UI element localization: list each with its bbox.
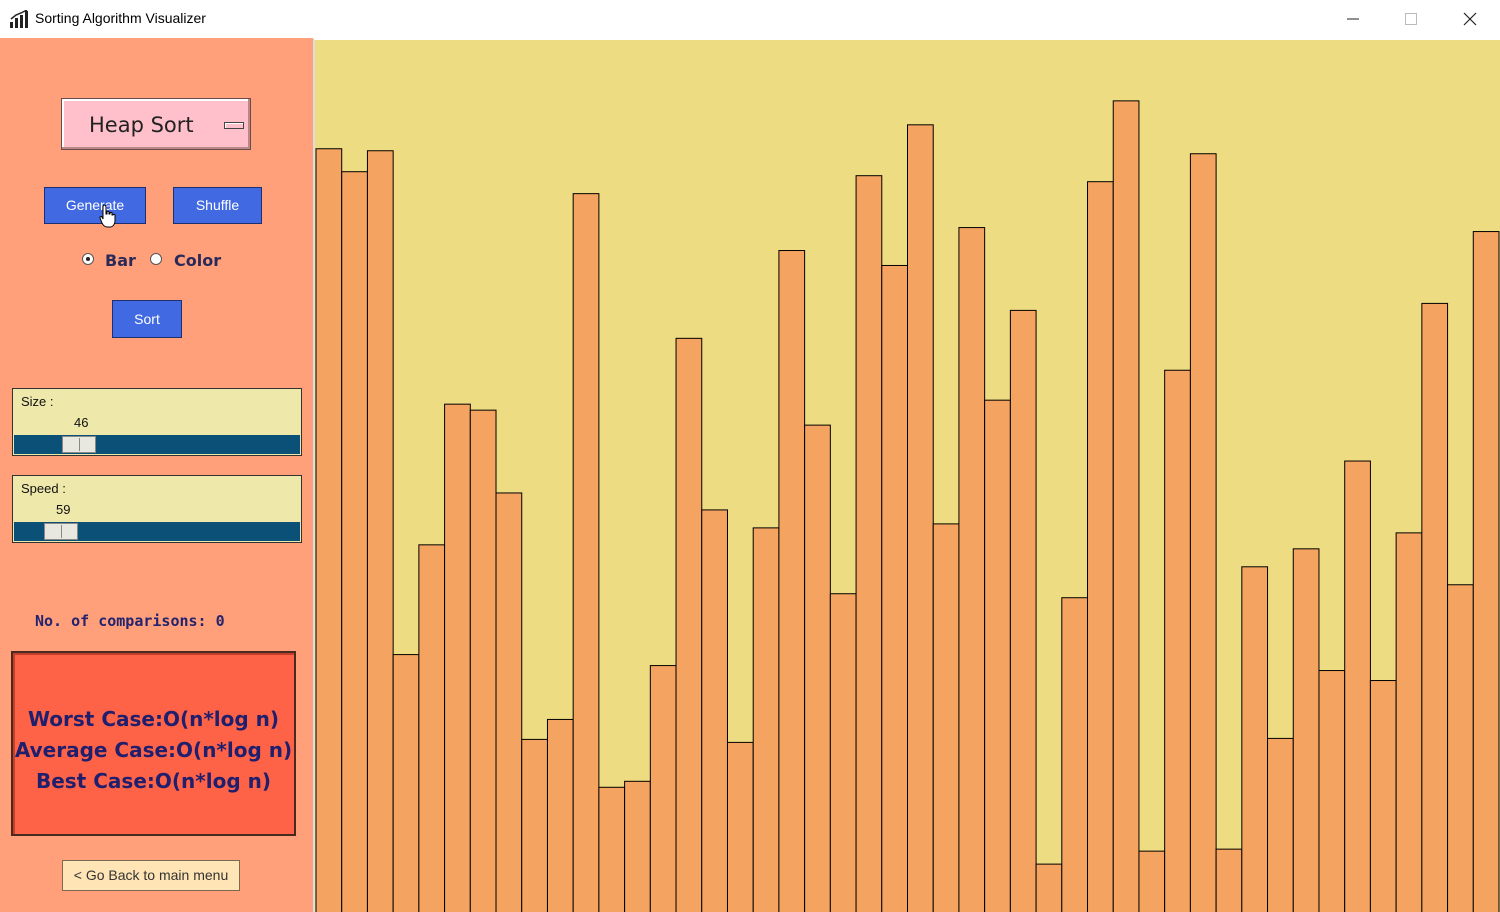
bar-17: [752, 527, 780, 912]
bar-25: [958, 227, 986, 912]
average-case-text: Average Case:O(n*log n): [14, 738, 293, 762]
worst-case-text: Worst Case:O(n*log n): [27, 707, 280, 731]
bar-29: [1061, 597, 1089, 912]
bar-5: [444, 403, 471, 912]
best-case-text: Best Case:O(n*log n): [36, 769, 271, 793]
bar-7: [495, 492, 523, 912]
bar-39: [1318, 670, 1346, 912]
bar-41: [1369, 680, 1397, 912]
bar-20: [829, 593, 857, 912]
bar-radio[interactable]: [82, 253, 94, 265]
bar-radio-label[interactable]: Bar: [105, 251, 136, 270]
algorithm-dropdown[interactable]: Heap Sort: [61, 98, 251, 150]
bar-2: [366, 150, 394, 912]
bar-chart: [315, 100, 1500, 912]
window-title: Sorting Algorithm Visualizer: [35, 10, 206, 26]
bar-28: [1035, 863, 1063, 912]
minimize-button[interactable]: [1324, 0, 1382, 38]
comparisons-counter: No. of comparisons: 0: [35, 612, 225, 630]
speed-slider-label: Speed :: [21, 481, 66, 496]
bar-3: [392, 654, 420, 912]
size-slider-track[interactable]: [14, 435, 300, 454]
color-radio[interactable]: [150, 253, 162, 265]
bar-24: [932, 523, 960, 912]
complexity-panel: Worst Case:O(n*log n) Average Case:O(n*l…: [11, 651, 296, 836]
title-bar: Sorting Algorithm Visualizer: [0, 0, 1500, 38]
bar-26: [984, 399, 1011, 912]
size-slider: Size : 46: [12, 388, 302, 456]
bar-18: [778, 250, 806, 912]
bar-44: [1447, 584, 1474, 912]
bar-40: [1344, 460, 1371, 912]
bar-1: [341, 171, 368, 912]
bar-43: [1421, 302, 1449, 912]
bar-15: [701, 509, 728, 912]
bar-45: [1472, 231, 1500, 912]
size-slider-value: 46: [74, 415, 89, 430]
control-panel: Heap Sort Generate Shuffle Bar Color Sor…: [0, 38, 313, 912]
bar-23: [907, 124, 934, 912]
speed-slider-value: 59: [56, 502, 71, 517]
bar-14: [675, 337, 703, 912]
minimize-icon: [1347, 18, 1359, 20]
algorithm-selected: Heap Sort: [89, 113, 194, 137]
bar-21: [855, 175, 883, 912]
bar-35: [1215, 848, 1243, 912]
bar-0: [315, 148, 343, 912]
bar-11: [598, 786, 626, 912]
bar-37: [1267, 737, 1294, 912]
close-icon: [1463, 12, 1477, 26]
bar-10: [572, 193, 600, 912]
bar-6: [469, 409, 497, 912]
bar-8: [521, 738, 548, 912]
bar-19: [804, 424, 831, 912]
speed-slider-track[interactable]: [14, 522, 300, 541]
hand-cursor-icon: [99, 204, 116, 228]
bar-36: [1241, 566, 1269, 912]
visualization-canvas: [313, 38, 1500, 912]
bar-4: [418, 544, 446, 912]
back-to-menu-button[interactable]: < Go Back to main menu: [62, 860, 240, 891]
bar-22: [881, 264, 909, 912]
bar-12: [624, 780, 651, 912]
bar-34: [1189, 153, 1217, 912]
size-slider-thumb[interactable]: [62, 436, 96, 453]
bar-9: [546, 718, 574, 912]
speed-slider: Speed : 59: [12, 475, 302, 543]
bar-38: [1292, 548, 1320, 912]
bar-chart-icon: [10, 10, 28, 28]
generate-button[interactable]: Generate: [44, 187, 146, 224]
bar-30: [1087, 181, 1114, 912]
dropdown-indicator-icon: [224, 122, 244, 129]
bar-32: [1138, 850, 1166, 912]
bar-13: [649, 665, 677, 912]
speed-slider-thumb[interactable]: [44, 523, 78, 540]
maximize-icon: [1405, 13, 1417, 25]
maximize-button[interactable]: [1382, 0, 1440, 38]
color-radio-label[interactable]: Color: [174, 251, 222, 270]
bar-33: [1164, 369, 1191, 912]
bar-27: [1009, 309, 1037, 912]
close-button[interactable]: [1441, 0, 1499, 38]
sort-button[interactable]: Sort: [112, 300, 182, 338]
bar-31: [1112, 100, 1140, 912]
bar-42: [1395, 532, 1423, 912]
bar-16: [726, 741, 754, 912]
size-slider-label: Size :: [21, 394, 54, 409]
shuffle-button[interactable]: Shuffle: [173, 187, 262, 224]
